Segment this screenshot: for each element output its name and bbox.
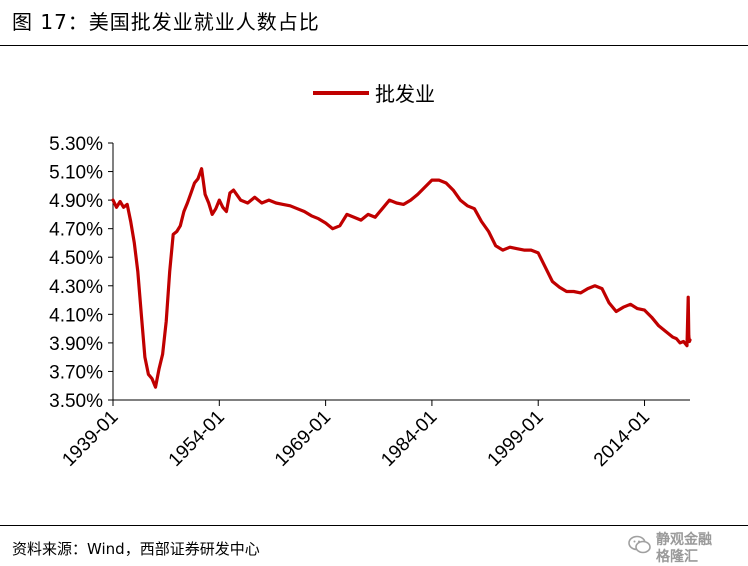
- x-tick-label: 1954-01: [165, 407, 229, 471]
- x-tick-label: 1999-01: [484, 407, 548, 471]
- y-tick-label: 4.90%: [49, 191, 103, 212]
- y-tick-label: 4.30%: [49, 277, 103, 298]
- source-note: 资料来源：Wind，西部证券研发中心: [12, 540, 260, 558]
- x-tick-label: 1939-01: [58, 407, 122, 471]
- y-tick-label: 5.10%: [49, 163, 103, 184]
- series-line-批发业: [111, 167, 692, 389]
- page-title: 图 17：美国批发业就业人数占比: [12, 10, 320, 34]
- x-tick-label: 2014-01: [590, 407, 654, 471]
- y-tick-label: 3.70%: [49, 362, 103, 383]
- watermark-text-bottom: 格隆汇: [656, 549, 698, 565]
- legend: 批发业: [313, 82, 435, 106]
- y-tick-label: 5.30%: [49, 134, 103, 155]
- chart: 批发业 5.30% 5.10% 4.90% 4.70% 4.50% 4.30% 4.10% 3…: [49, 82, 692, 471]
- x-tick-label: 1984-01: [377, 407, 441, 471]
- x-tick-label: 1969-01: [271, 407, 335, 471]
- y-tick-label: 3.90%: [49, 334, 103, 355]
- axes: 5.30% 5.10% 4.90% 4.70% 4.50% 4.30% 4.10% 3.90%…: [49, 134, 690, 471]
- y-tick-label: 4.50%: [49, 248, 103, 269]
- legend-label: 批发业: [375, 82, 435, 106]
- series-layer: [111, 167, 692, 389]
- watermark: 静观金融 格隆汇: [628, 528, 746, 565]
- header-divider: [0, 45, 748, 46]
- footer-divider: [0, 525, 748, 526]
- watermark-text-top: 静观金融: [656, 532, 712, 548]
- y-tick-label: 3.50%: [49, 391, 103, 412]
- wechat-icon: [628, 535, 651, 554]
- y-tick-label: 4.70%: [49, 220, 103, 241]
- y-tick-label: 4.10%: [49, 305, 103, 326]
